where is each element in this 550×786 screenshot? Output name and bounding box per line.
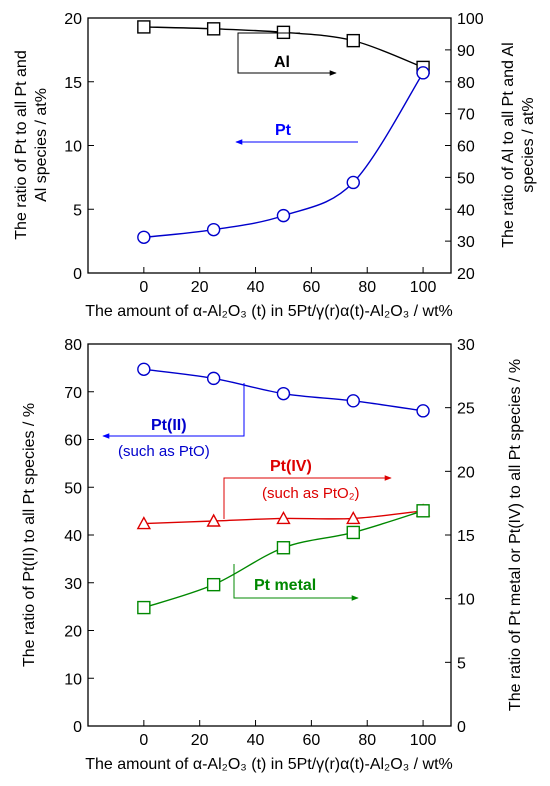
bottom-y-right-tick-label: 0 [457, 719, 466, 736]
top-y-left-tick-label: 5 [73, 202, 82, 219]
bottom-point-pt-metal [137, 600, 151, 615]
top-y-right-tick-label: 80 [457, 75, 475, 92]
top-x-label: The amount of α-Al₂O₃ (t) in 5Pt/γ(r)α(t… [85, 303, 453, 320]
bottom-pt4-annotation: Pt(IV) [270, 458, 312, 475]
bottom-y-left-tick-label: 50 [64, 480, 82, 497]
bottom-x-tick-label: 80 [358, 732, 376, 749]
bottom-chart: 0 20 40 60 80 100 0 10 20 30 40 50 60 70 80 0 5 10 15 20 2… [21, 337, 524, 773]
bottom-x-tick-label: 100 [410, 732, 437, 749]
top-y-left-tick-label: 0 [73, 266, 82, 283]
top-pt-annotation: Pt [275, 122, 292, 139]
top-point-pt [416, 66, 430, 80]
top-point-pt [206, 222, 221, 237]
bottom-y-right-tick-label: 15 [457, 528, 475, 545]
top-series-line-pt [143, 72, 424, 238]
bottom-point-pt-iv [346, 510, 361, 525]
bottom-y-left-tick-label: 0 [73, 719, 82, 736]
top-x-tick-label: 20 [191, 279, 209, 296]
top-y-left-tick-label: 10 [64, 139, 82, 156]
bottom-y-right-label: The ratio of Pt metal or Pt(IV) to all P… [507, 359, 524, 711]
bottom-point-pt-ii [137, 362, 151, 377]
bottom-ptmetal-annotation-leader [233, 564, 359, 601]
bottom-point-pt-metal [276, 541, 291, 555]
top-point-pt [137, 230, 151, 245]
top-y-right-tick-label: 40 [457, 202, 475, 219]
bottom-x-tick-label: 60 [302, 732, 320, 749]
top-y-right-label-line2: species / at% [520, 97, 537, 192]
bottom-y-left-tick-label: 80 [64, 337, 82, 354]
top-al-annotation-leader [237, 32, 337, 76]
top-y-right-tick-label: 70 [457, 107, 475, 124]
bottom-pt2-annotation-sub: (such as PtO) [118, 443, 210, 460]
bottom-x-label: The amount of α-Al₂O₃ (t) in 5Pt/γ(r)α(t… [85, 756, 453, 773]
bottom-point-pt-metal [206, 577, 221, 592]
bottom-pt2-annotation-leader [102, 383, 245, 439]
top-al-annotation: Al [274, 54, 290, 71]
top-y-right-tick-label: 30 [457, 234, 475, 251]
top-y-left-tick-label: 20 [64, 11, 82, 28]
top-x-tick-label: 100 [410, 279, 437, 296]
bottom-point-pt-iv [276, 510, 291, 525]
bottom-y-right-tick-label: 20 [457, 464, 475, 481]
bottom-y-left-label: The ratio of Pt(II) to all Pt species / … [21, 403, 38, 667]
bottom-y-left-tick-label: 30 [64, 576, 82, 593]
bottom-point-pt-iv [136, 516, 152, 530]
top-y-right-tick-label: 100 [457, 11, 484, 28]
top-point-pt [276, 208, 291, 223]
top-point-al [276, 25, 291, 40]
bottom-x-tick-label: 20 [191, 732, 209, 749]
bottom-x-tick-label: 40 [247, 732, 265, 749]
top-y-right-tick-label: 90 [457, 43, 475, 60]
top-y-right-label-line1: The ratio of Al to all Pt and Al [500, 42, 517, 247]
bottom-y-left-tick-label: 70 [64, 385, 82, 402]
top-y-right-tick-label: 20 [457, 266, 475, 283]
bottom-point-pt-metal [346, 525, 360, 540]
bottom-x-tick-label: 0 [139, 732, 148, 749]
top-point-al [206, 22, 221, 36]
bottom-y-right-tick-label: 10 [457, 592, 475, 609]
bottom-plot-frame [87, 343, 452, 727]
bottom-pt4-annotation-sub: (such as PtO₂) [262, 485, 360, 502]
bottom-y-left-tick-label: 60 [64, 433, 82, 450]
top-point-pt [346, 175, 360, 190]
top-x-tick-label: 60 [302, 279, 320, 296]
bottom-point-pt-ii [206, 371, 221, 386]
top-point-al [137, 20, 151, 34]
bottom-point-pt-ii [276, 386, 291, 401]
bottom-point-pt-metal [416, 504, 430, 518]
bottom-point-pt-ii [346, 394, 360, 408]
bottom-pt2-annotation: Pt(II) [151, 417, 187, 434]
bottom-y-right-tick-label: 30 [457, 337, 475, 354]
top-y-left-label-line2: Al species / at% [33, 88, 50, 202]
top-y-right-tick-label: 60 [457, 139, 475, 156]
top-y-right-tick-label: 50 [457, 170, 475, 187]
top-chart: 0 20 40 60 80 100 0 5 10 15 20 20 30 40 50 60 70 80 90 10… [13, 11, 537, 320]
bottom-y-right-tick-label: 25 [457, 401, 475, 418]
bottom-point-pt-ii [416, 404, 430, 418]
bottom-y-left-tick-label: 40 [64, 528, 82, 545]
bottom-ptmetal-annotation: Pt metal [254, 577, 316, 594]
top-x-tick-label: 0 [139, 279, 148, 296]
bottom-pt4-annotation-leader [223, 475, 392, 519]
top-x-tick-label: 40 [247, 279, 265, 296]
bottom-y-right-tick-label: 5 [457, 655, 466, 672]
top-y-left-tick-label: 15 [64, 75, 82, 92]
bottom-point-pt-iv [206, 513, 221, 527]
bottom-y-left-tick-label: 10 [64, 671, 82, 688]
bottom-y-left-tick-label: 20 [64, 624, 82, 641]
top-point-al [346, 33, 360, 48]
top-x-tick-label: 80 [358, 279, 376, 296]
top-y-left-label-line1: The ratio of Pt to all Pt and [13, 50, 30, 239]
